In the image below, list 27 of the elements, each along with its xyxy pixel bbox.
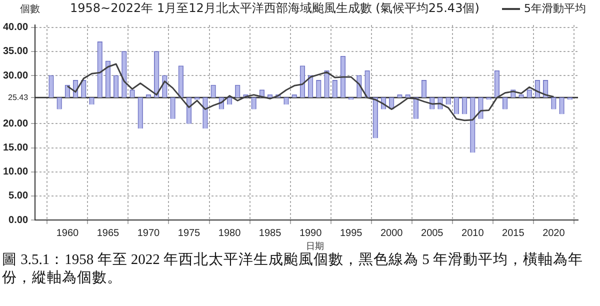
x-tick-label: 1985: [258, 228, 282, 239]
y-tick-label: 40.00: [2, 22, 28, 34]
y-tick-label: 20.00: [2, 118, 28, 130]
x-tick-label: 2005: [421, 228, 444, 239]
x-tick-label: 1975: [178, 228, 201, 239]
legend-label: 5年滑動平均: [524, 1, 586, 16]
y-tick-label: 0.00: [8, 214, 28, 226]
x-tick-label: 2000: [380, 228, 404, 239]
x-tick-label: 2020: [542, 228, 566, 239]
caption: 圖 3.5.1：1958 年至 2022 年西北太平洋生成颱風個數，黑色線為 5 年滑動平均，橫軸為年份，縱軸為個數。: [2, 251, 584, 287]
y-axis-title: 個數: [20, 3, 40, 16]
chart-title: 1958~2022年 1月至12月北太平洋西部海域颱風生成數 (氣候平均25.43個): [70, 0, 480, 17]
x-tick-label: 1970: [137, 228, 160, 239]
y-tick-label: 25.43: [8, 92, 29, 102]
x-tick-label: 1965: [96, 228, 120, 239]
x-axis-title: 日期: [305, 240, 325, 252]
y-tick-label: 5.00: [8, 190, 28, 202]
y-tick-label: 15.00: [2, 142, 28, 154]
y-tick-label: 10.00: [2, 166, 28, 178]
y-tick-label: 30.00: [2, 70, 28, 82]
x-tick-label: 2015: [502, 228, 525, 239]
x-tick-label: 1960: [56, 228, 79, 239]
y-tick-label: 35.00: [2, 46, 28, 58]
x-tick-label: 2010: [462, 228, 484, 239]
x-tick-label: 1980: [218, 228, 242, 239]
x-tick-label: 1995: [340, 228, 363, 239]
x-tick-label: 1990: [299, 228, 322, 239]
